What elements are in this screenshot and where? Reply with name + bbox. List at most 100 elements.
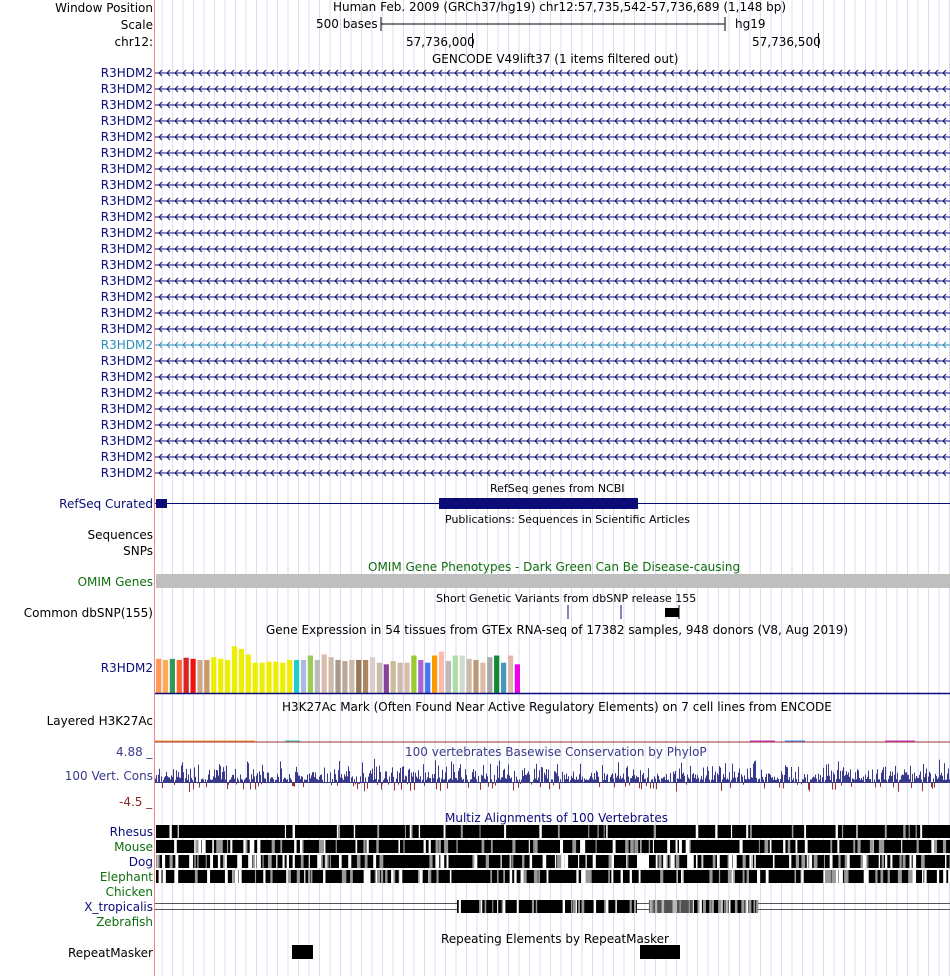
gtex-tissue-bar[interactable] xyxy=(466,658,472,693)
gtex-tissue-bar[interactable] xyxy=(169,658,175,693)
gtex-tissue-bar[interactable] xyxy=(501,662,507,693)
phylop-label[interactable]: 100 Vert. Cons xyxy=(64,769,153,783)
refseq-track-title[interactable]: RefSeq genes from NCBI xyxy=(490,482,625,495)
gtex-tissue-bar[interactable] xyxy=(259,662,265,693)
dbsnp-features[interactable] xyxy=(155,604,950,620)
gtex-tissue-bar[interactable] xyxy=(266,661,272,693)
gtex-tissue-bar[interactable] xyxy=(404,662,410,693)
gencode-gene-label[interactable]: R3HDM2 xyxy=(100,162,153,176)
gencode-gene-label[interactable]: R3HDM2 xyxy=(100,82,153,96)
multiz-track-title[interactable]: Multiz Alignments of 100 Vertebrates xyxy=(445,811,669,825)
gtex-tissue-bar[interactable] xyxy=(452,655,458,693)
refseq-label[interactable]: RefSeq Curated xyxy=(59,497,153,511)
gtex-tissue-bar[interactable] xyxy=(162,659,169,693)
gtex-tissue-bar[interactable] xyxy=(197,659,203,693)
gtex-tissue-bar[interactable] xyxy=(156,658,162,693)
multiz-species-mouse[interactable]: Mouse xyxy=(114,840,153,854)
gencode-gene-label[interactable]: R3HDM2 xyxy=(100,194,153,208)
repeatmasker-label[interactable]: RepeatMasker xyxy=(67,946,153,960)
multiz-species-chicken[interactable]: Chicken xyxy=(105,885,153,899)
gtex-tissue-bar[interactable] xyxy=(287,659,293,693)
gtex-gene-label[interactable]: R3HDM2 xyxy=(100,661,153,675)
gtex-tissue-bar[interactable] xyxy=(418,659,424,693)
gtex-track-title[interactable]: Gene Expression in 54 tissues from GTEx … xyxy=(266,623,849,637)
gencode-gene-label[interactable]: R3HDM2 xyxy=(100,210,153,224)
gtex-tissue-bar[interactable] xyxy=(335,659,341,693)
gencode-gene-label[interactable]: R3HDM2 xyxy=(100,66,153,80)
gtex-tissue-bar[interactable] xyxy=(280,662,286,693)
gencode-gene-label[interactable]: R3HDM2 xyxy=(100,450,153,464)
gencode-gene-label[interactable]: R3HDM2 xyxy=(100,274,153,288)
publications-track-title[interactable]: Publications: Sequences in Scientific Ar… xyxy=(445,513,690,526)
gencode-gene-label[interactable]: R3HDM2 xyxy=(100,258,153,272)
phylop-track-title[interactable]: 100 vertebrates Basewise Conservation by… xyxy=(405,745,707,759)
gtex-tissue-bar[interactable] xyxy=(473,659,479,693)
dbsnp-track-title[interactable]: Short Genetic Variants from dbSNP releas… xyxy=(436,592,697,605)
gencode-gene-label[interactable]: R3HDM2 xyxy=(100,338,153,352)
gtex-tissue-bar[interactable] xyxy=(218,658,224,693)
multiz-species-dog[interactable]: Dog xyxy=(128,855,153,869)
gtex-tissue-bar[interactable] xyxy=(459,655,465,693)
omim-label[interactable]: OMIM Genes xyxy=(77,575,153,589)
gencode-gene-label[interactable]: R3HDM2 xyxy=(100,178,153,192)
gtex-tissue-bar[interactable] xyxy=(190,658,196,693)
h3k27ac-track-title[interactable]: H3K27Ac Mark (Often Found Near Active Re… xyxy=(282,700,832,714)
gtex-tissue-bar[interactable] xyxy=(480,662,486,693)
refseq-gene[interactable] xyxy=(155,496,950,512)
gtex-tissue-bar[interactable] xyxy=(432,655,438,693)
gencode-gene-label[interactable]: R3HDM2 xyxy=(100,402,153,416)
gtex-tissue-bar[interactable] xyxy=(273,661,279,693)
gtex-tissue-bar[interactable] xyxy=(514,664,520,693)
gtex-tissue-bar[interactable] xyxy=(238,648,244,693)
gencode-gene-label[interactable]: R3HDM2 xyxy=(100,434,153,448)
gtex-tissue-bar[interactable] xyxy=(314,659,320,693)
gtex-tissue-bar[interactable] xyxy=(369,657,376,693)
gencode-gene-label[interactable]: R3HDM2 xyxy=(100,130,153,144)
gtex-tissue-bar[interactable] xyxy=(425,662,431,693)
gtex-tissue-bar[interactable] xyxy=(252,662,258,693)
gtex-tissue-bar[interactable] xyxy=(356,659,362,693)
gencode-gene-label[interactable]: R3HDM2 xyxy=(100,114,153,128)
phylop-signal[interactable] xyxy=(155,757,950,797)
gtex-tissue-bar[interactable] xyxy=(294,659,300,693)
gtex-tissue-bar[interactable] xyxy=(307,655,313,693)
gtex-tissue-bar[interactable] xyxy=(507,655,514,693)
gtex-tissue-bar[interactable] xyxy=(383,664,389,693)
gtex-tissue-bar[interactable] xyxy=(363,659,369,693)
gencode-gene-label[interactable]: R3HDM2 xyxy=(100,242,153,256)
gtex-bars[interactable] xyxy=(155,636,950,696)
multiz-species-zebrafish[interactable]: Zebrafish xyxy=(96,915,153,929)
gtex-tissue-bar[interactable] xyxy=(321,654,327,693)
gencode-gene-label[interactable]: R3HDM2 xyxy=(100,418,153,432)
gencode-track-title[interactable]: GENCODE V49lift37 (1 items filtered out) xyxy=(432,52,679,66)
gencode-gene-label[interactable]: R3HDM2 xyxy=(100,226,153,240)
gtex-tissue-bar[interactable] xyxy=(300,659,307,693)
gtex-tissue-bar[interactable] xyxy=(397,662,403,693)
gtex-tissue-bar[interactable] xyxy=(204,659,210,693)
multiz-species-elephant[interactable]: Elephant xyxy=(99,870,153,884)
snps-label[interactable]: SNPs xyxy=(123,544,153,558)
gencode-gene-label[interactable]: R3HDM2 xyxy=(100,98,153,112)
h3k27ac-label[interactable]: Layered H3K27Ac xyxy=(46,714,153,728)
gtex-tissue-bar[interactable] xyxy=(176,659,182,693)
gencode-features[interactable] xyxy=(155,65,950,485)
gencode-gene-label[interactable]: R3HDM2 xyxy=(100,466,153,480)
gtex-tissue-bar[interactable] xyxy=(349,659,355,693)
gencode-gene-label[interactable]: R3HDM2 xyxy=(100,354,153,368)
gtex-tissue-bar[interactable] xyxy=(183,657,189,693)
repeatmasker-features[interactable] xyxy=(155,944,950,960)
gtex-tissue-bar[interactable] xyxy=(445,661,451,693)
multiz-alignments[interactable] xyxy=(155,824,950,916)
gencode-gene-label[interactable]: R3HDM2 xyxy=(100,146,153,160)
gtex-tissue-bar[interactable] xyxy=(494,655,500,693)
gtex-tissue-bar[interactable] xyxy=(231,646,238,693)
gencode-gene-label[interactable]: R3HDM2 xyxy=(100,322,153,336)
gencode-gene-label[interactable]: R3HDM2 xyxy=(100,306,153,320)
omim-track-title[interactable]: OMIM Gene Phenotypes - Dark Green Can Be… xyxy=(368,560,741,574)
h3k27ac-signal[interactable] xyxy=(155,736,950,746)
multiz-species-x_tropicalis[interactable]: X_tropicalis xyxy=(84,900,153,914)
gtex-tissue-bar[interactable] xyxy=(342,661,348,693)
gtex-tissue-bar[interactable] xyxy=(225,659,231,693)
gtex-tissue-bar[interactable] xyxy=(328,657,334,693)
dbsnp-label[interactable]: Common dbSNP(155) xyxy=(23,606,153,620)
